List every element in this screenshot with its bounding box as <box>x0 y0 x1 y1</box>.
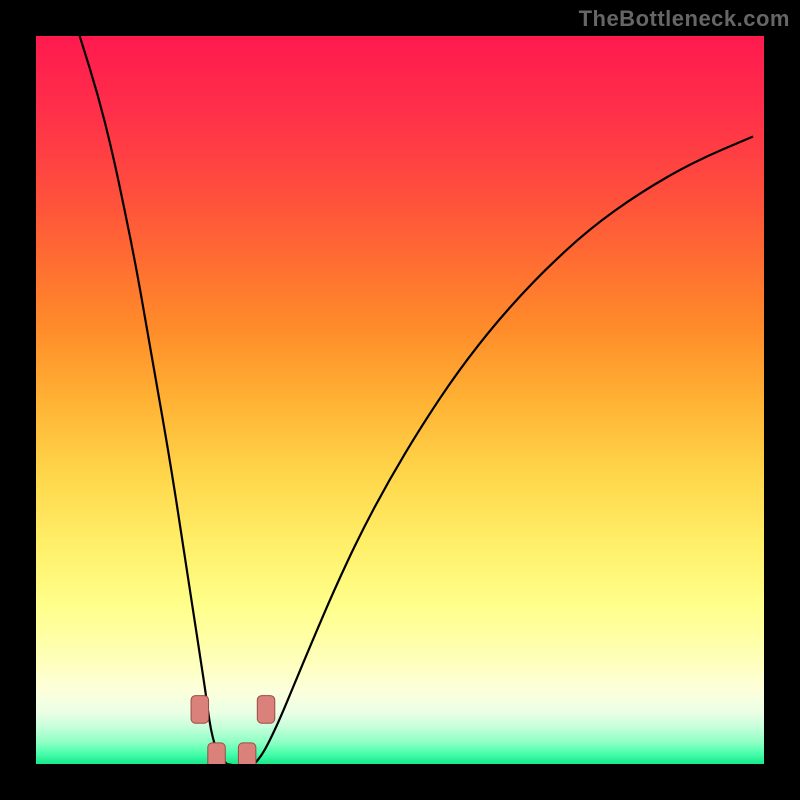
plot-area <box>36 36 764 764</box>
chart-frame: TheBottleneck.com <box>0 0 800 800</box>
bottom-marker <box>257 696 274 724</box>
curve-path <box>254 136 753 764</box>
bottom-marker <box>238 743 255 764</box>
curve-path <box>80 36 227 764</box>
bottom-marker <box>208 743 225 764</box>
curves-layer <box>36 36 764 764</box>
watermark-text: TheBottleneck.com <box>579 6 790 32</box>
bottom-marker <box>191 696 208 724</box>
